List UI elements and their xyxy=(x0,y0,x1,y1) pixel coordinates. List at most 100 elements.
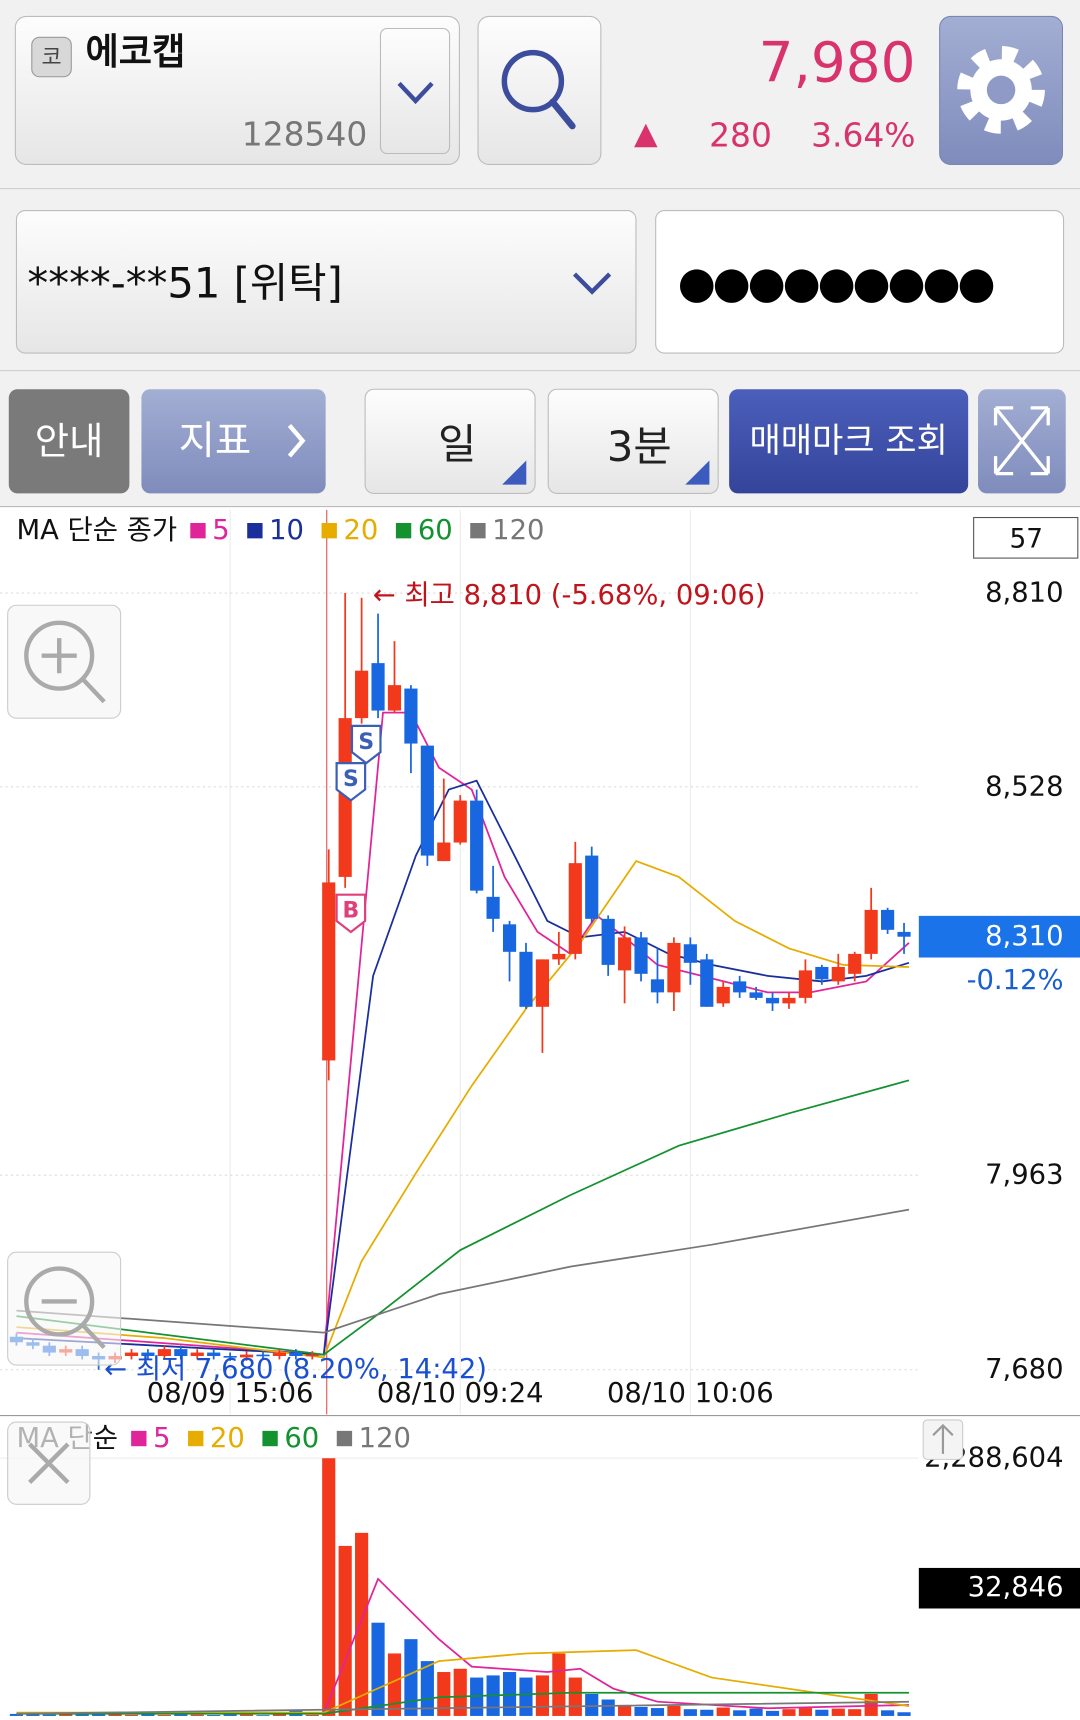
trade-mark-label: 매매마크 조회 xyxy=(749,421,947,461)
volume-bar xyxy=(59,1713,73,1716)
candle-body xyxy=(322,882,336,1061)
current-price-box xyxy=(918,915,1080,958)
legend-label: 20 xyxy=(210,1423,245,1454)
trade-mark-label: S xyxy=(343,767,359,792)
search-icon xyxy=(501,49,565,113)
trade-mark-label: B xyxy=(343,899,360,924)
volume-bar xyxy=(881,1710,895,1716)
volume-bar xyxy=(453,1668,467,1716)
chevron xyxy=(397,81,434,105)
indicator-label: 지표 xyxy=(179,418,252,464)
account-box[interactable] xyxy=(15,209,637,354)
zoom-out-icon xyxy=(41,1299,106,1350)
volume-bar xyxy=(502,1672,517,1716)
candle-body xyxy=(815,966,829,980)
y-tick-label: 8,528 xyxy=(985,771,1063,802)
candle-body xyxy=(765,997,780,1004)
candle-body xyxy=(848,953,862,974)
volume-bar xyxy=(733,1710,747,1716)
legend-swatch xyxy=(131,1430,147,1447)
candle-body xyxy=(716,986,730,1004)
volume-bar xyxy=(700,1709,714,1716)
market-badge: 코 xyxy=(41,46,61,71)
y-tick-label: 7,680 xyxy=(985,1354,1063,1385)
legend-label: 20 xyxy=(343,515,378,546)
candle-body xyxy=(272,1352,287,1356)
candle-body xyxy=(700,959,714,1007)
ma-line xyxy=(16,1649,910,1714)
candle-body xyxy=(305,1354,319,1357)
interval-button[interactable] xyxy=(547,388,719,494)
trade-mark xyxy=(335,762,367,802)
candle-body xyxy=(289,1352,303,1356)
volume-bar xyxy=(42,1714,56,1716)
volume-bar xyxy=(848,1709,862,1716)
trade-mark xyxy=(335,893,367,934)
period-button[interactable] xyxy=(364,388,536,494)
volume-bar xyxy=(9,1713,24,1716)
x-tick-label: 08/10 09:24 xyxy=(377,1378,544,1409)
volume-bar xyxy=(667,1705,681,1716)
annotation: ← 최저 7,680 (8.20%, 14:42) xyxy=(104,1354,487,1385)
password: ●●●●●●●●● xyxy=(678,257,994,308)
volume-bar xyxy=(305,1714,319,1716)
change: 280 xyxy=(709,115,772,154)
stock-dropdown[interactable] xyxy=(379,27,451,155)
candle-body xyxy=(634,937,648,974)
volume-bar xyxy=(157,1714,171,1716)
volume-bar xyxy=(683,1709,697,1716)
x-tick-label: 08/10 10:06 xyxy=(607,1378,774,1409)
legend-label: 120 xyxy=(492,515,544,546)
candle-body xyxy=(486,896,500,919)
volume-bar xyxy=(256,1715,270,1716)
volume-bar xyxy=(650,1708,665,1716)
corner-mark xyxy=(685,460,710,485)
ma-line xyxy=(16,1691,909,1715)
candle-body xyxy=(798,970,812,998)
current-price: 8,310 xyxy=(985,921,1063,952)
volume-bar xyxy=(601,1699,615,1716)
candle-body xyxy=(420,745,434,856)
legend-swatch xyxy=(262,1430,278,1447)
legend-label: 5 xyxy=(212,515,229,546)
legend-label: 5 xyxy=(153,1423,170,1454)
account-number: ****-**51 [위탁] xyxy=(27,258,342,307)
volume-bar xyxy=(552,1653,566,1716)
volume-bar xyxy=(404,1639,418,1716)
chevron xyxy=(287,423,306,458)
indicator-button[interactable] xyxy=(141,389,326,494)
legend-swatch xyxy=(188,1430,204,1447)
stock-box[interactable] xyxy=(14,15,460,166)
candle-body xyxy=(782,997,796,1004)
overlay xyxy=(7,604,964,1505)
corner-mark xyxy=(502,460,527,485)
ma-line xyxy=(16,779,910,1356)
candle-body xyxy=(881,909,895,930)
volume-bar xyxy=(272,1714,287,1716)
candle-body xyxy=(897,931,911,937)
trade-mark-button[interactable] xyxy=(729,389,969,494)
stock-code: 128540 xyxy=(242,114,368,153)
volume-bar xyxy=(798,1708,812,1716)
volume-bar xyxy=(568,1677,582,1716)
volume-bar xyxy=(618,1705,632,1716)
volume-bar xyxy=(108,1713,122,1716)
expand-icon xyxy=(993,406,1050,476)
search-button[interactable] xyxy=(477,15,602,166)
legend-swatch xyxy=(190,523,206,539)
annotation: ← 최고 8,810 (-5.68%, 09:06) xyxy=(373,580,766,611)
password-box[interactable] xyxy=(655,209,1065,354)
zoom-in-icon xyxy=(24,620,95,691)
gear-teeth xyxy=(957,46,1045,134)
countdown: 57 xyxy=(1010,524,1043,554)
search-icon-handle xyxy=(549,98,576,130)
gear-hole xyxy=(986,75,1016,105)
y-tick-label: 8,810 xyxy=(985,578,1063,609)
volume-bar xyxy=(585,1693,599,1716)
guide-button[interactable] xyxy=(8,389,130,494)
volume-bar xyxy=(765,1710,780,1716)
volume-bar xyxy=(782,1709,796,1716)
legend-title: MA 단순 종가 xyxy=(16,515,177,546)
